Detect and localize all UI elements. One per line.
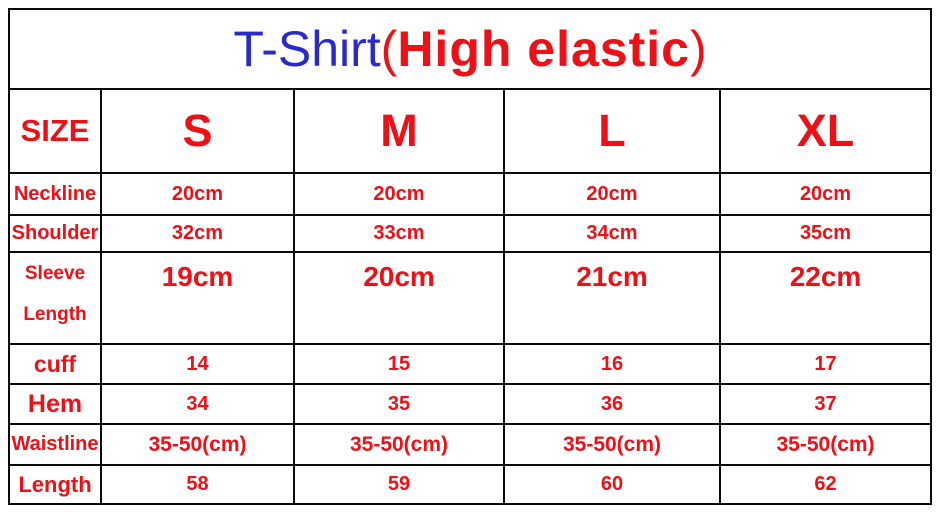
cuff-value-l: 16 xyxy=(503,343,721,385)
row-waistline: Waistline 35-50(cm) 35-50(cm) 35-50(cm) … xyxy=(8,423,933,466)
sleeve-length-value-l: 21cm xyxy=(503,251,721,345)
header-row: SIZE S M L XL xyxy=(8,88,933,174)
size-col-m: M xyxy=(293,88,505,174)
length-value-xl: 62 xyxy=(718,464,933,505)
cuff-value-m: 15 xyxy=(293,343,505,385)
size-col-l: L xyxy=(503,88,721,174)
length-label: Length xyxy=(8,464,102,505)
neckline-value-m: 20cm xyxy=(293,172,505,216)
shoulder-value-xl: 35cm xyxy=(718,214,933,253)
size-col-s: S xyxy=(100,88,295,174)
sleeve-length-label-line2: Length xyxy=(23,304,87,325)
sleeve-length-value-m: 20cm xyxy=(293,251,505,345)
waistline-value-l: 35-50(cm) xyxy=(503,423,721,466)
cuff-value-s: 14 xyxy=(100,343,295,385)
waistline-value-m: 35-50(cm) xyxy=(293,423,505,466)
waistline-value-xl: 35-50(cm) xyxy=(718,423,933,466)
shoulder-value-m: 33cm xyxy=(293,214,505,253)
size-col-xl: XL xyxy=(718,88,933,174)
row-sleeve-length: Sleeve Length 19cm 20cm 21cm 22cm xyxy=(8,251,933,345)
shoulder-value-s: 32cm xyxy=(100,214,295,253)
waistline-label: Waistline xyxy=(8,423,102,466)
neckline-value-l: 20cm xyxy=(503,172,721,216)
title-close-paren: ) xyxy=(689,21,707,77)
cuff-label: cuff xyxy=(8,343,102,385)
shoulder-value-l: 34cm xyxy=(503,214,721,253)
title-highlight: High elastic xyxy=(397,21,690,77)
row-cuff: cuff 14 15 16 17 xyxy=(8,343,933,385)
hem-value-s: 34 xyxy=(100,383,295,425)
chart-title: T-Shirt(High elastic) xyxy=(7,8,933,90)
waistline-value-s: 35-50(cm) xyxy=(100,423,295,466)
hem-value-xl: 37 xyxy=(718,383,933,425)
sleeve-length-label-line1: Sleeve xyxy=(24,263,86,284)
length-value-s: 58 xyxy=(100,464,295,505)
size-header-cell: SIZE xyxy=(8,88,102,174)
neckline-value-xl: 20cm xyxy=(718,172,933,216)
hem-value-m: 35 xyxy=(293,383,505,425)
title-row: T-Shirt(High elastic) xyxy=(7,8,933,90)
shoulder-label: Shoulder xyxy=(8,214,102,253)
row-length: Length 58 59 60 62 xyxy=(8,464,933,505)
sleeve-length-value-s: 19cm xyxy=(100,251,295,345)
hem-value-l: 36 xyxy=(503,383,721,425)
size-chart-table: T-Shirt(High elastic) SIZE S M L XL Neck… xyxy=(7,8,933,505)
row-hem: Hem 34 35 36 37 xyxy=(8,383,933,425)
neckline-label: Neckline xyxy=(8,172,102,216)
title-product-name: T-Shirt xyxy=(233,21,381,77)
sleeve-length-value-xl: 22cm xyxy=(718,251,933,345)
row-neckline: Neckline 20cm 20cm 20cm 20cm xyxy=(8,172,933,216)
row-shoulder: Shoulder 32cm 33cm 34cm 35cm xyxy=(8,214,933,253)
length-value-m: 59 xyxy=(293,464,505,505)
cuff-value-xl: 17 xyxy=(718,343,933,385)
neckline-value-s: 20cm xyxy=(100,172,295,216)
length-value-l: 60 xyxy=(503,464,721,505)
title-open-paren: ( xyxy=(380,21,398,77)
hem-label: Hem xyxy=(8,383,102,425)
sleeve-length-label: Sleeve Length xyxy=(8,251,102,345)
